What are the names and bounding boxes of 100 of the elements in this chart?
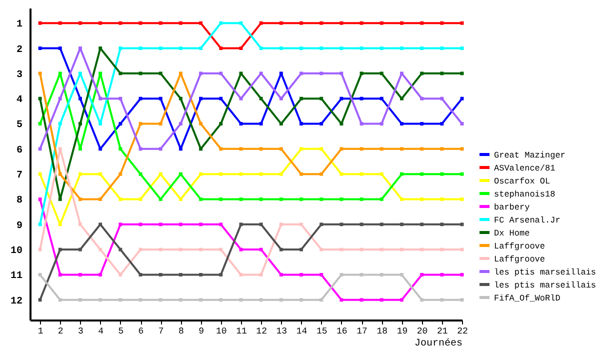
- point: [178, 72, 182, 76]
- legend-label: FC Arsenal.Jr: [494, 216, 560, 226]
- point: [300, 272, 303, 276]
- point: [320, 122, 324, 126]
- point: [38, 122, 42, 126]
- x-tick-label: 2: [58, 326, 64, 336]
- point: [380, 147, 384, 151]
- x-tick-label: 21: [437, 326, 448, 336]
- point: [239, 197, 243, 201]
- point: [440, 197, 444, 201]
- x-tick-label: 22: [457, 326, 468, 336]
- x-tick-label: 19: [396, 326, 408, 336]
- point: [420, 147, 424, 151]
- point: [420, 272, 424, 276]
- point: [400, 122, 404, 126]
- point: [340, 222, 344, 226]
- point: [158, 172, 162, 176]
- point: [320, 72, 324, 76]
- point: [420, 298, 424, 302]
- point: [360, 222, 364, 226]
- point: [78, 46, 82, 50]
- point: [420, 172, 424, 176]
- y-tick-label: 2: [16, 44, 22, 56]
- y-tick-label: 12: [10, 296, 22, 308]
- point: [78, 272, 82, 276]
- x-tick-label: 17: [356, 326, 368, 336]
- point: [360, 272, 364, 276]
- y-tick-label: 3: [16, 70, 22, 81]
- point: [320, 197, 324, 201]
- point: [320, 147, 324, 151]
- point: [38, 96, 42, 100]
- point: [360, 298, 364, 302]
- point: [219, 147, 223, 151]
- point: [300, 96, 303, 100]
- point: [400, 248, 404, 252]
- point: [158, 298, 162, 302]
- point: [219, 298, 223, 302]
- point: [158, 122, 162, 126]
- x-tick-label: 9: [198, 326, 204, 336]
- point: [199, 197, 203, 201]
- point: [320, 222, 324, 226]
- y-tick-label: 6: [16, 145, 22, 156]
- point: [400, 298, 404, 302]
- point: [98, 248, 102, 252]
- point: [78, 147, 82, 151]
- point: [300, 222, 303, 226]
- legend-label: Great Mazinger: [494, 150, 566, 160]
- point: [259, 272, 263, 276]
- point: [58, 272, 62, 276]
- point: [199, 96, 203, 100]
- point: [400, 46, 404, 50]
- point: [98, 72, 102, 76]
- point: [340, 96, 344, 100]
- point: [420, 72, 424, 76]
- point: [178, 46, 182, 50]
- point: [380, 72, 384, 76]
- point: [199, 72, 203, 76]
- point: [420, 46, 424, 50]
- point: [440, 46, 444, 50]
- point: [259, 197, 263, 201]
- point: [219, 272, 223, 276]
- point: [98, 197, 102, 201]
- point: [279, 248, 283, 252]
- point: [300, 172, 303, 176]
- x-tick-label: 18: [376, 326, 388, 336]
- point: [320, 248, 324, 252]
- point: [279, 96, 283, 100]
- point: [78, 96, 82, 100]
- point: [38, 272, 42, 276]
- point: [320, 46, 324, 50]
- point: [320, 298, 324, 302]
- point: [199, 222, 203, 226]
- point: [440, 122, 444, 126]
- point: [78, 122, 82, 126]
- point: [219, 248, 223, 252]
- legend-label: Dx Home: [494, 228, 530, 238]
- point: [158, 96, 162, 100]
- point: [440, 298, 444, 302]
- point: [239, 72, 243, 76]
- point: [158, 72, 162, 76]
- point: [380, 222, 384, 226]
- point: [158, 272, 162, 276]
- point: [178, 272, 182, 276]
- point: [400, 197, 404, 201]
- point: [219, 122, 223, 126]
- point: [360, 172, 364, 176]
- point: [199, 248, 203, 252]
- point: [98, 21, 102, 25]
- point: [178, 298, 182, 302]
- point: [199, 272, 203, 276]
- y-tick-label: 4: [16, 95, 22, 106]
- point: [440, 72, 444, 76]
- point: [380, 298, 384, 302]
- point: [118, 248, 122, 252]
- point: [219, 96, 223, 100]
- point: [199, 122, 203, 126]
- y-tick-label: 5: [16, 120, 22, 132]
- point: [340, 72, 344, 76]
- point: [340, 298, 344, 302]
- point: [259, 72, 263, 76]
